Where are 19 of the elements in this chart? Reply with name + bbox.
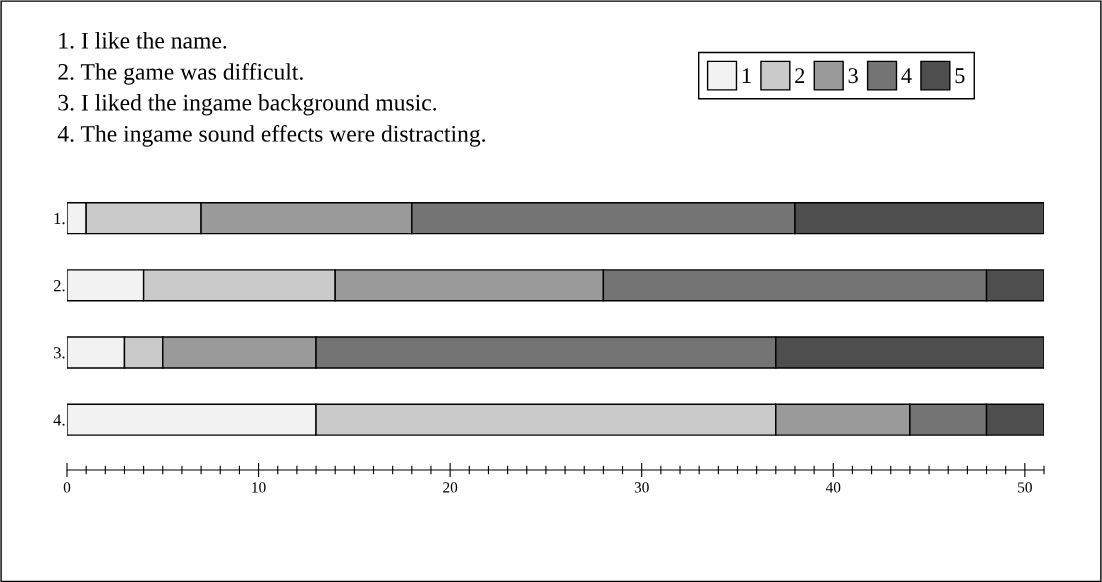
legend-label: 5 — [955, 68, 965, 84]
text: 3. I liked the ingame background music. — [58, 94, 437, 116]
text: 2. The game was difficult. — [58, 63, 303, 85]
y-tick-label: 3. — [53, 347, 65, 359]
x-tick-label: 30 — [634, 482, 649, 493]
x-tick-label: 20 — [443, 482, 458, 493]
x-tick-label: 40 — [825, 482, 841, 493]
y-tick-label: 4. — [53, 414, 65, 426]
legend-label: 3 — [848, 68, 858, 84]
x-tick-label: 0 — [63, 482, 71, 493]
text: 1. I like the name. — [59, 32, 227, 49]
y-tick-label: 1. — [54, 212, 65, 225]
y-tick-label: 2. — [53, 280, 65, 292]
legend-label: 2 — [795, 68, 805, 83]
legend-label: 1 — [742, 68, 751, 83]
x-tick-label: 50 — [1018, 482, 1032, 493]
legend-label: 4 — [901, 68, 912, 83]
text: 4. The ingame sound effects were distracting. — [57, 125, 486, 147]
x-tick-label: 10 — [252, 482, 266, 493]
